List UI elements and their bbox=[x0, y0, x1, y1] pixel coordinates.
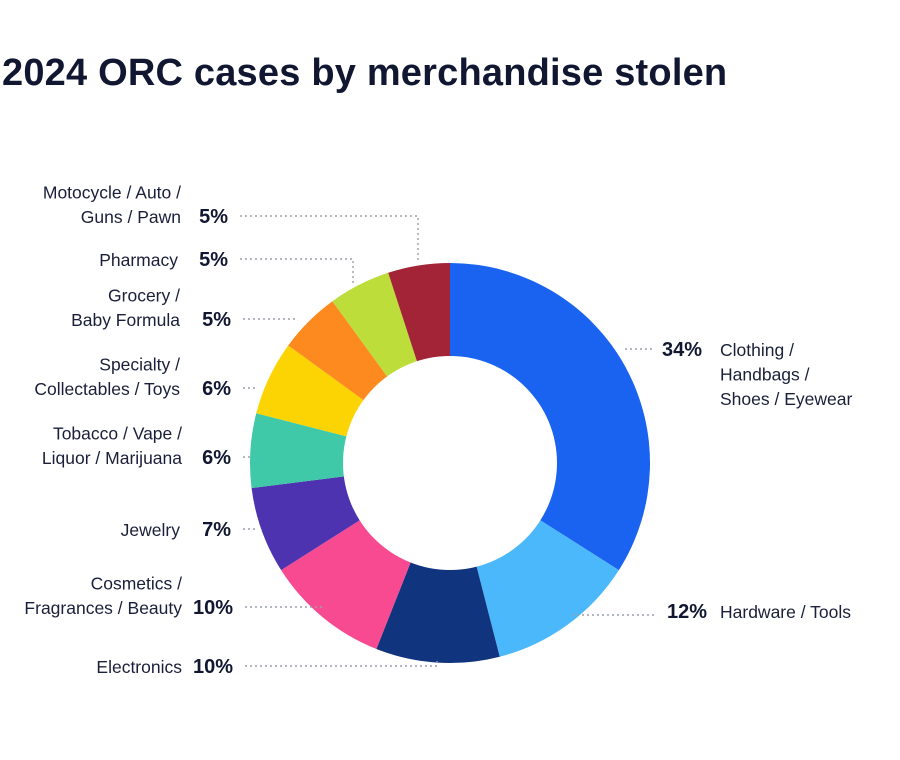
annotation-hardware-tools: 12% Hardware / Tools bbox=[572, 601, 851, 623]
category-label: Clothing / bbox=[720, 340, 794, 360]
category-label: Electronics bbox=[96, 657, 182, 677]
percent-label: 5% bbox=[199, 206, 228, 228]
category-label: Guns / Pawn bbox=[81, 207, 181, 227]
slice-annotations: 34% Clothing / Handbags / Shoes / Eyewear 12… bbox=[24, 183, 852, 679]
annotation-jewelry: 7% Jewelry bbox=[121, 519, 258, 541]
annotation-specialty-collectables-toys: 6% Specialty / Collectables / Toys bbox=[34, 355, 258, 400]
percent-label: 10% bbox=[193, 656, 233, 678]
category-label: Specialty / bbox=[99, 355, 180, 375]
annotation-clothing-handbags-shoes-eyewear: 34% Clothing / Handbags / Shoes / Eyewear bbox=[625, 339, 852, 409]
donut-hole bbox=[343, 356, 557, 570]
category-label: Jewelry bbox=[121, 520, 181, 540]
category-label: Fragrances / Beauty bbox=[24, 598, 182, 618]
category-label: Collectables / Toys bbox=[34, 379, 180, 399]
category-label: Cosmetics / bbox=[91, 574, 183, 594]
percent-label: 5% bbox=[202, 309, 231, 331]
leader-line bbox=[240, 215, 419, 262]
percent-label: 6% bbox=[202, 378, 231, 400]
category-label: Baby Formula bbox=[71, 310, 180, 330]
percent-label: 7% bbox=[202, 519, 231, 541]
annotation-motocycle-auto-guns-pawn: 5% Motocycle / Auto / Guns / Pawn bbox=[43, 183, 419, 262]
category-label: Handbags / bbox=[720, 365, 810, 385]
percent-label: 10% bbox=[193, 597, 233, 619]
annotation-cosmetics-fragrances-beauty: 10% Cosmetics / Fragrances / Beauty bbox=[24, 574, 325, 619]
category-label: Hardware / Tools bbox=[720, 602, 851, 622]
leader-line bbox=[245, 658, 438, 667]
annotation-pharmacy: 5% Pharmacy bbox=[99, 249, 354, 283]
percent-label: 34% bbox=[662, 339, 702, 361]
category-label: Pharmacy bbox=[99, 250, 178, 270]
category-label: Tobacco / Vape / bbox=[53, 424, 182, 444]
annotation-grocery-baby-formula: 5% Grocery / Baby Formula bbox=[71, 286, 296, 331]
percent-label: 12% bbox=[667, 601, 707, 623]
annotation-tobacco-vape-liquor-marijuana: 6% Tobacco / Vape / Liquor / Marijuana bbox=[42, 424, 250, 469]
category-label: Grocery / bbox=[108, 286, 180, 306]
percent-label: 5% bbox=[199, 249, 228, 271]
leader-line bbox=[240, 258, 354, 283]
category-label: Shoes / Eyewear bbox=[720, 389, 852, 409]
category-label: Liquor / Marijuana bbox=[42, 448, 182, 468]
chart-title: 2024 ORC cases by merchandise stolen bbox=[2, 52, 728, 94]
category-label: Motocycle / Auto / bbox=[43, 183, 181, 203]
annotation-electronics: 10% Electronics bbox=[96, 656, 438, 678]
percent-label: 6% bbox=[202, 447, 231, 469]
